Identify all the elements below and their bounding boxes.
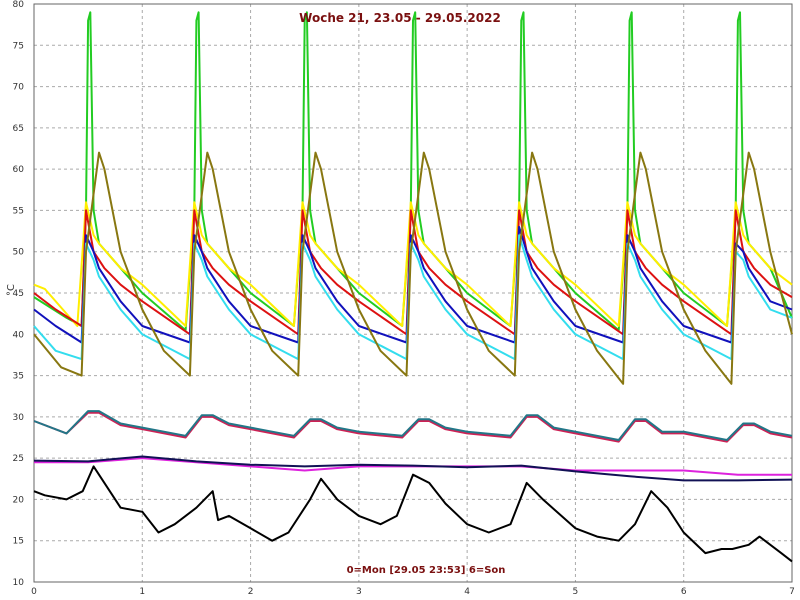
x-tick-label: 4 <box>464 587 470 597</box>
y-tick-label: 35 <box>13 372 24 382</box>
y-tick-label: 15 <box>13 537 24 547</box>
y-tick-label: 80 <box>13 0 25 10</box>
series-line-8 <box>33 410 793 441</box>
x-tick-label: 2 <box>248 587 254 597</box>
x-tick-label: 3 <box>356 587 362 597</box>
y-tick-label: 40 <box>13 330 25 340</box>
series-line-10 <box>33 455 793 482</box>
x-tick-label: 7 <box>789 587 795 597</box>
y-axis-label: °C <box>6 284 17 296</box>
x-tick-label: 5 <box>573 587 579 597</box>
y-tick-label: 55 <box>13 206 24 216</box>
y-tick-label: 50 <box>13 248 25 258</box>
y-tick-label: 25 <box>13 454 24 464</box>
y-tick-label: 45 <box>13 289 24 299</box>
chart-title: Woche 21, 23.05 - 29.05.2022 <box>299 11 501 25</box>
y-tick-label: 30 <box>13 413 25 423</box>
series-line-5 <box>33 234 793 361</box>
y-tick-label: 60 <box>13 165 25 175</box>
y-tick-label: 70 <box>13 83 25 93</box>
series-line-7 <box>33 411 793 443</box>
x-tick-label: 6 <box>681 587 687 597</box>
y-tick-label: 75 <box>13 41 24 51</box>
series-line-11 <box>33 465 793 563</box>
series-line-4 <box>33 225 793 344</box>
x-tick-label: 1 <box>139 587 145 597</box>
series-line-6 <box>33 151 793 385</box>
x-tick-label: 0 <box>31 587 37 597</box>
y-tick-label: 20 <box>13 495 25 505</box>
chart-footer: 0=Mon [29.05 23:53] 6=Son <box>347 565 506 576</box>
series-group <box>33 11 793 563</box>
series-line-3 <box>33 209 793 336</box>
y-tick-label: 65 <box>13 124 24 134</box>
y-tick-label: 10 <box>13 578 25 588</box>
